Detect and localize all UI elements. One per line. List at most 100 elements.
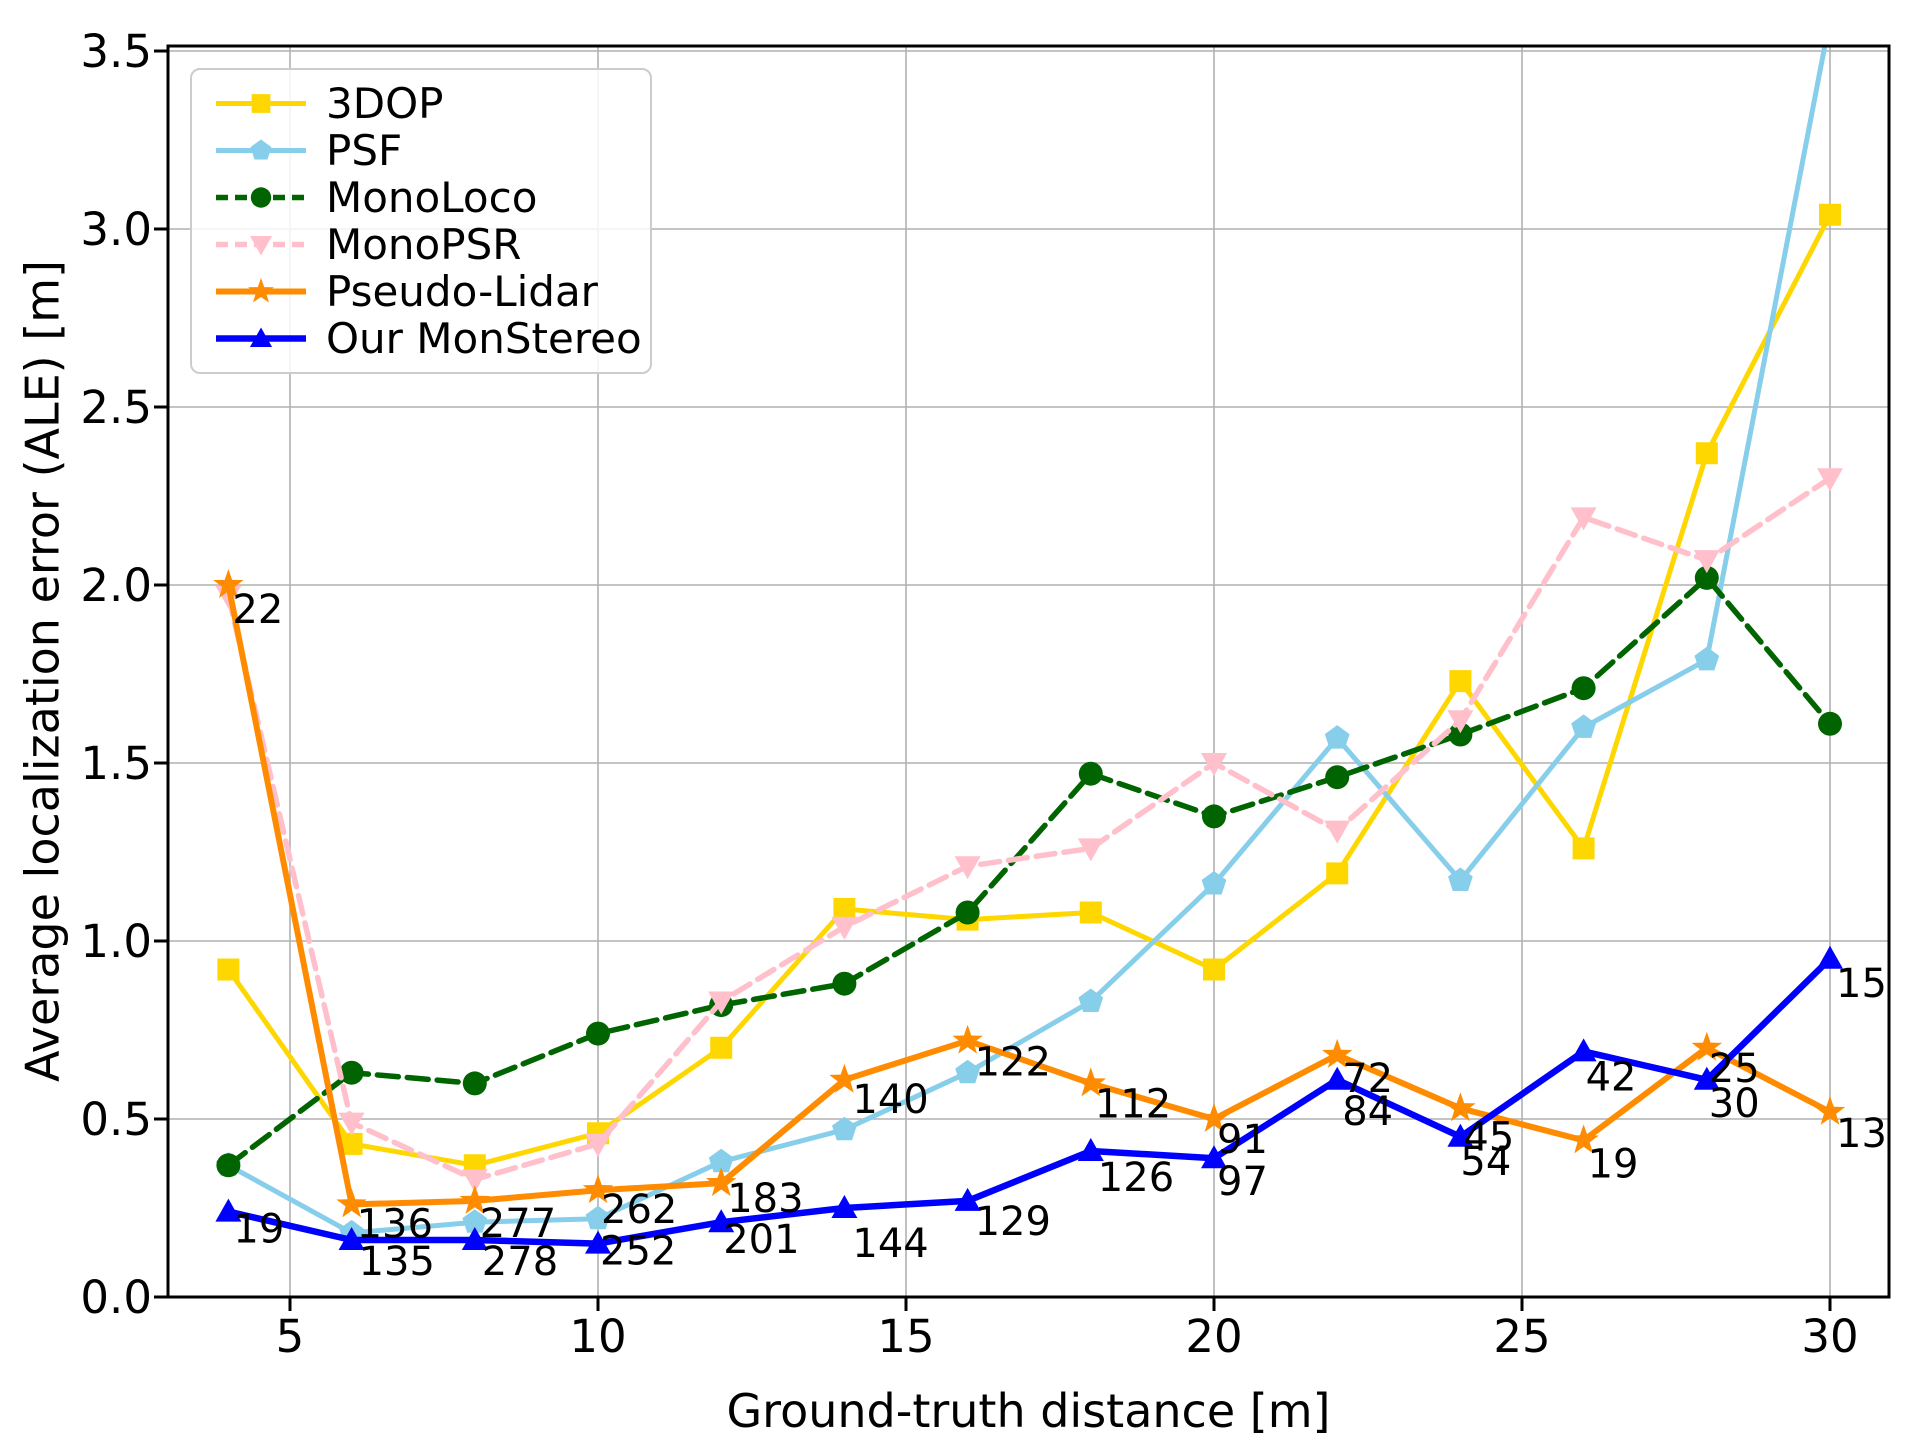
- count-label: 13: [1836, 1111, 1887, 1157]
- count-label: 25: [1709, 1046, 1760, 1092]
- legend-swatch-monoloco-icon: [216, 187, 306, 208]
- 3dop-marker-icon: [1572, 837, 1595, 860]
- psf-marker-icon: [955, 1059, 980, 1084]
- svg-text:5: 5: [276, 1310, 305, 1363]
- count-label: 262: [601, 1187, 677, 1233]
- monopsr-marker-icon: [1817, 468, 1843, 492]
- legend-label: PSF: [326, 126, 403, 175]
- count-label: 84: [1342, 1089, 1393, 1135]
- series-monstereo: [215, 945, 1843, 1254]
- psf-marker-icon: [1324, 725, 1350, 749]
- legend-item-monoloco: MonoLoco: [206, 174, 650, 221]
- psf-marker-icon: [1571, 714, 1596, 738]
- legend-label: MonoPSR: [326, 220, 522, 269]
- legend-item-3dop: 3DOP: [206, 80, 650, 127]
- monoloco-marker-icon: [1325, 765, 1350, 790]
- pseudo-lidar-marker-icon: [1568, 1124, 1599, 1154]
- count-label: 252: [600, 1229, 676, 1275]
- legend-label: Pseudo-Lidar: [326, 267, 598, 316]
- svg-text:2.5: 2.5: [80, 381, 152, 434]
- svg-text:3.0: 3.0: [80, 203, 152, 256]
- count-label: 126: [1098, 1155, 1174, 1201]
- monopsr-marker-icon: [831, 916, 858, 940]
- pseudo-lidar-marker-icon: [336, 1188, 367, 1218]
- count-label: 201: [723, 1217, 799, 1263]
- 3dop-marker-icon: [1449, 670, 1472, 693]
- legend-label: Our MonStereo: [326, 314, 642, 363]
- monopsr-marker-icon: [1447, 710, 1474, 734]
- monoloco-marker-icon: [216, 1153, 241, 1178]
- count-label: 54: [1460, 1139, 1511, 1185]
- monoloco-marker-icon: [586, 1021, 610, 1046]
- psf-marker-icon: [1078, 988, 1104, 1013]
- count-label: 122: [975, 1040, 1051, 1086]
- svg-text:0.5: 0.5: [80, 1093, 152, 1146]
- 3dop-marker-icon: [340, 1132, 363, 1155]
- count-label: 277: [480, 1201, 556, 1247]
- monoloco-marker-icon: [339, 1060, 364, 1085]
- svg-text:25: 25: [1493, 1310, 1550, 1363]
- monstereo-marker-icon: [1077, 1138, 1104, 1161]
- legend-swatch-3dop-icon: [216, 94, 306, 113]
- monstereo-marker-icon: [831, 1195, 858, 1218]
- y-tick-labels: 0.0 0.5 1.0 1.5 2.0 2.5 3.0 3.5: [80, 25, 152, 1324]
- count-label: 140: [852, 1077, 928, 1123]
- monstereo-marker-icon: [954, 1187, 981, 1211]
- psf-marker-icon: [585, 1205, 611, 1230]
- pseudo-lidar-marker-icon: [1691, 1031, 1723, 1061]
- monstereo-marker-icon: [1693, 1066, 1720, 1090]
- pseudo-lidar-marker-icon: [1321, 1038, 1353, 1068]
- pseudo-lidar-marker-icon: [213, 569, 244, 598]
- monopsr-marker-icon: [1693, 550, 1720, 574]
- count-label: 15: [1836, 961, 1887, 1007]
- monoloco-marker-icon: [1078, 761, 1103, 786]
- count-label: 22: [232, 587, 283, 633]
- count-label: 19: [1588, 1141, 1639, 1187]
- pseudo-lidar-marker-icon: [1814, 1095, 1846, 1125]
- count-label: 183: [727, 1176, 803, 1222]
- svg-text:20: 20: [1185, 1310, 1242, 1363]
- monstereo-marker-icon: [1817, 945, 1843, 969]
- count-label: 144: [852, 1221, 928, 1267]
- monstereo-marker-icon: [1447, 1123, 1474, 1147]
- count-label: 45: [1463, 1114, 1514, 1160]
- legend-label: 3DOP: [326, 79, 444, 128]
- monopsr-marker-icon: [585, 1133, 611, 1157]
- pseudo-lidar-marker-icon: [829, 1063, 860, 1093]
- pseudo-lidar-marker-icon: [1198, 1103, 1230, 1132]
- psf-marker-icon: [1201, 871, 1227, 895]
- svg-text:2.0: 2.0: [80, 559, 152, 612]
- legend-swatch-monopsr-icon: [216, 236, 306, 256]
- 3dop-marker-icon: [1326, 862, 1349, 885]
- svg-text:3.5: 3.5: [80, 25, 152, 78]
- y-ticks: [154, 49, 168, 1299]
- 3dop-marker-icon: [1819, 203, 1841, 226]
- psf-marker-icon: [1448, 867, 1473, 892]
- count-label: 30: [1709, 1081, 1760, 1127]
- x-axis-title: Ground-truth distance [m]: [726, 1384, 1331, 1438]
- legend-swatch-pseudo-lidar-icon: [216, 277, 306, 303]
- svg-text:15: 15: [877, 1310, 934, 1363]
- svg-text:1.0: 1.0: [80, 915, 152, 968]
- legend-item-monstereo: Our MonStereo: [206, 315, 650, 362]
- monstereo-marker-icon: [338, 1227, 365, 1250]
- monstereo-marker-icon: [1201, 1145, 1227, 1169]
- monopsr-marker-icon: [708, 991, 735, 1015]
- monstereo-marker-icon: [1324, 1066, 1351, 1090]
- pseudo-lidar-marker-icon: [459, 1184, 491, 1214]
- svg-text:1.5: 1.5: [80, 737, 152, 790]
- y-axis-title: Average localization error (ALE) [m]: [15, 260, 70, 1082]
- monstereo-marker-icon: [708, 1209, 735, 1233]
- count-label: 42: [1586, 1054, 1637, 1100]
- monoloco-marker-icon: [1818, 711, 1842, 736]
- psf-marker-icon: [832, 1116, 857, 1141]
- legend-swatch-monstereo-icon: [216, 327, 306, 347]
- pseudo-lidar-marker-icon: [952, 1024, 983, 1054]
- svg-text:0.0: 0.0: [80, 1271, 152, 1324]
- monstereo-marker-icon: [585, 1230, 611, 1254]
- legend-item-monopsr: MonoPSR: [206, 221, 650, 268]
- monopsr-marker-icon: [1570, 507, 1597, 531]
